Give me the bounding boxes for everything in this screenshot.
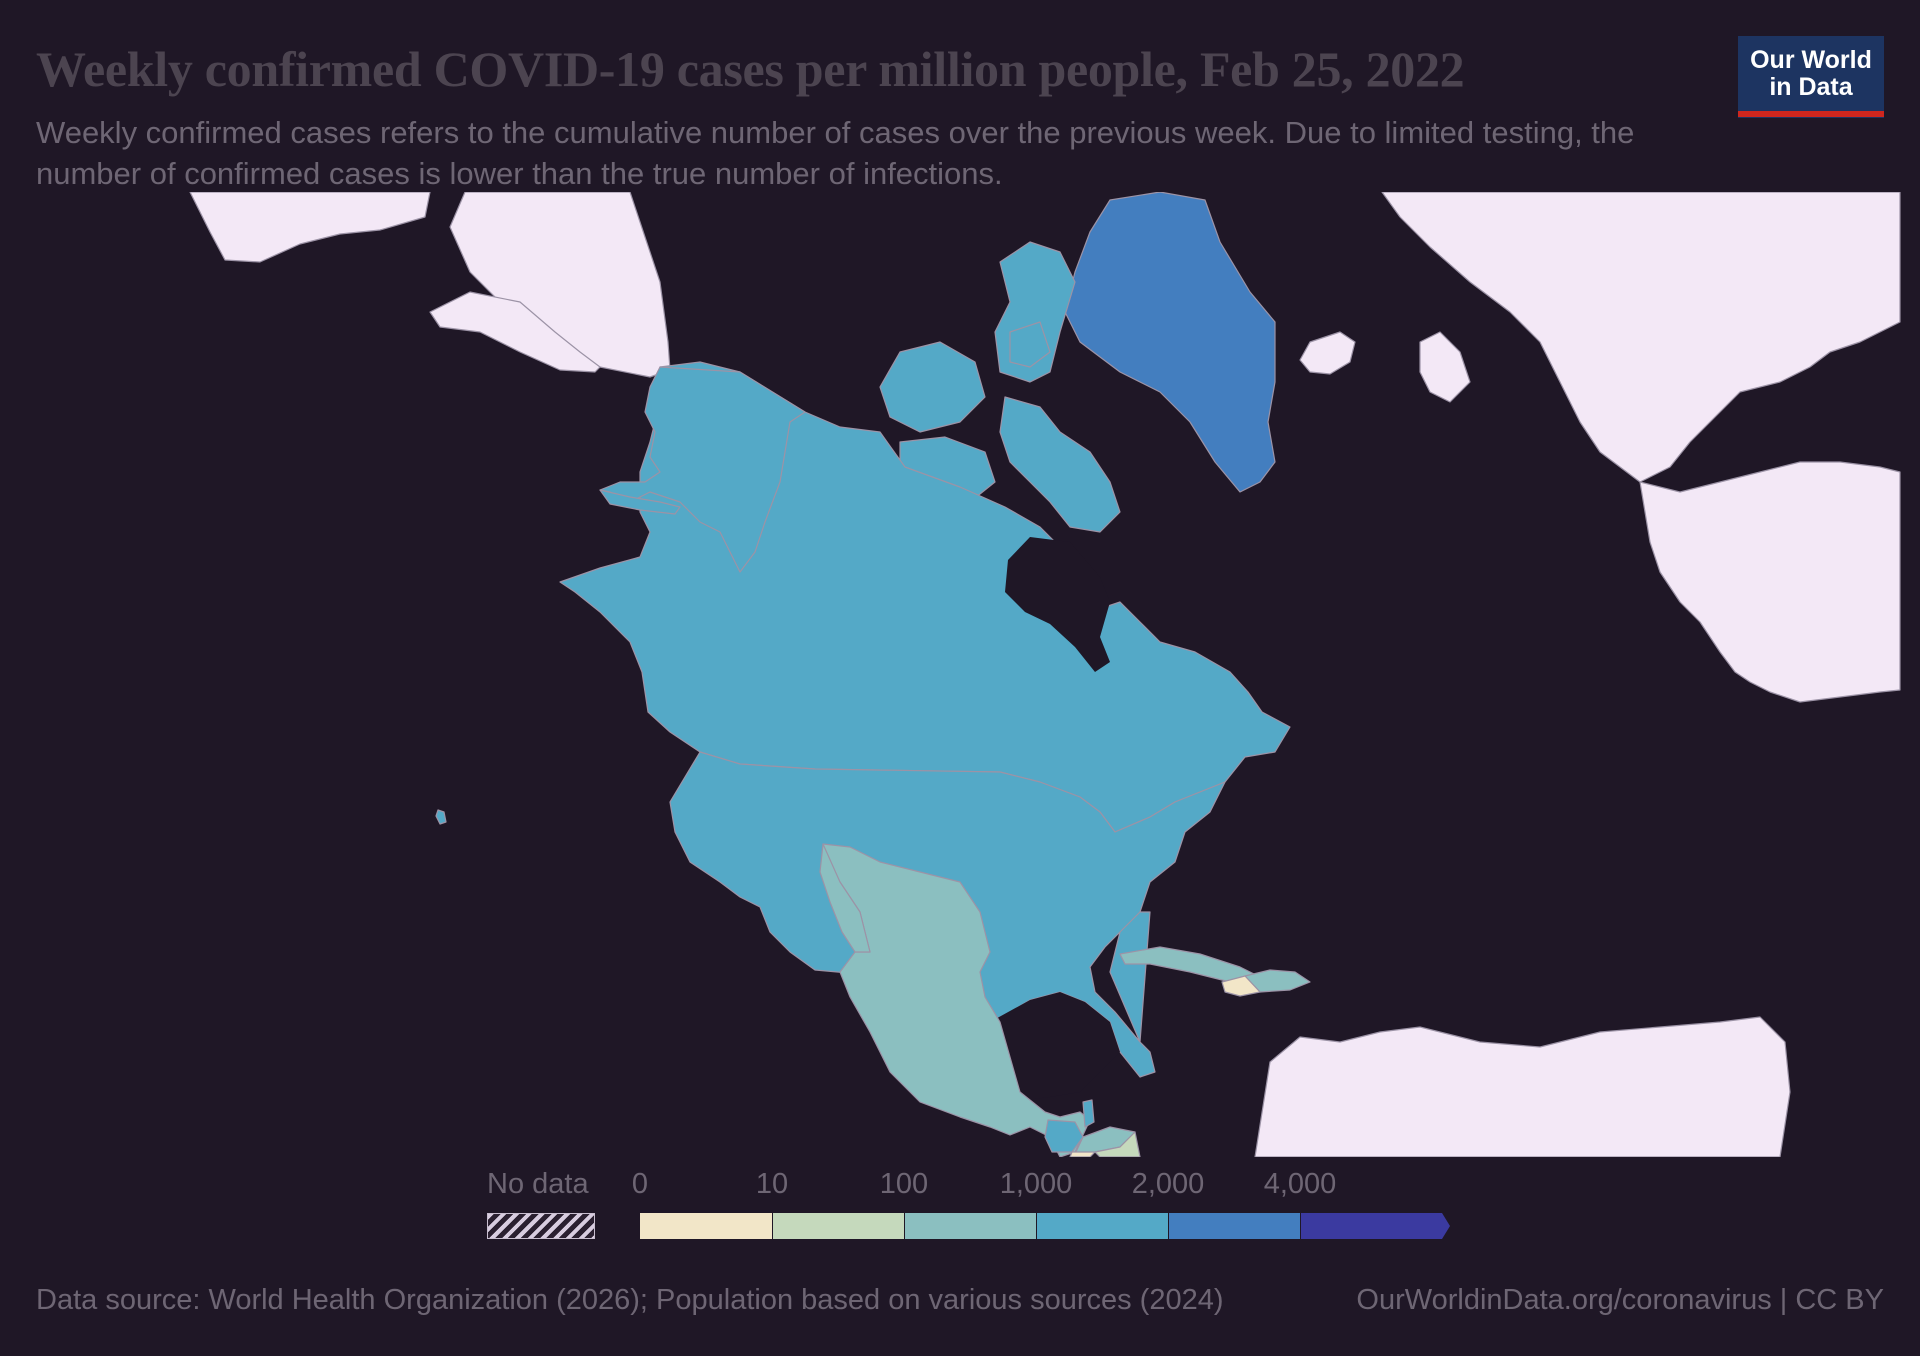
logo-line-2: in Data	[1769, 73, 1853, 101]
legend-tick-label: 0	[631, 1168, 649, 1200]
legend-tick-label: 10	[755, 1168, 789, 1200]
region-africa[interactable]	[1639, 461, 1901, 703]
region-chukotka-east[interactable]	[449, 192, 671, 378]
chart-title: Weekly confirmed COVID-19 cases per mill…	[36, 41, 1465, 97]
legend-bin-0	[640, 1213, 772, 1239]
logo-line-1: Our World	[1750, 46, 1872, 74]
chart-subtitle: Weekly confirmed cases refers to the cum…	[36, 115, 1635, 191]
region-canada-islands-a[interactable]	[879, 341, 986, 433]
region-alaska[interactable]	[599, 366, 806, 573]
logo-accent-bar	[1738, 111, 1884, 117]
region-belize[interactable]	[1082, 1099, 1095, 1128]
region-kamchatka[interactable]	[429, 291, 601, 373]
legend-bin-4	[1168, 1213, 1301, 1239]
legend-bin-3	[1036, 1213, 1169, 1239]
region-hawaii[interactable]	[435, 809, 447, 825]
water-hudson-bay	[1005, 537, 1110, 672]
legend-no-data-label: No data	[487, 1168, 589, 1200]
legend-tick-label: 2,000	[1131, 1168, 1205, 1200]
region-greenland[interactable]	[1064, 192, 1276, 493]
region-mexico[interactable]	[822, 843, 1091, 1157]
region-iceland[interactable]	[1299, 331, 1356, 375]
region-nicaragua[interactable]	[1094, 1131, 1141, 1157]
legend-bin-2	[904, 1213, 1037, 1239]
legend-bin-5	[1300, 1213, 1433, 1239]
region-canada-islands-c[interactable]	[1009, 321, 1051, 368]
region-haiti[interactable]	[1221, 975, 1261, 997]
water-gulf-of-mexico	[985, 992, 1120, 1102]
region-europe[interactable]	[1381, 192, 1901, 483]
region-mexico-baja[interactable]	[819, 843, 871, 953]
owid-logo[interactable]: Our World in Data	[1738, 36, 1884, 118]
choropleth-map[interactable]	[0, 192, 1920, 1157]
region-south-america-north[interactable]	[1254, 1016, 1791, 1157]
legend-bin-1	[772, 1213, 905, 1239]
region-europe-islands[interactable]	[1419, 331, 1471, 403]
legend-tick-label: 100	[879, 1168, 929, 1200]
legend-arrow	[1432, 1213, 1450, 1239]
legend-tick-label: 1,000	[999, 1168, 1073, 1200]
region-alaska-aleutians[interactable]	[599, 489, 681, 515]
region-canada-baffin[interactable]	[999, 396, 1121, 533]
region-el-salvador[interactable]	[1069, 1151, 1096, 1157]
source-url-link[interactable]: OurWorldinData.org/coronavirus | CC BY	[1356, 1284, 1884, 1316]
legend-tick-label: 4,000	[1263, 1168, 1337, 1200]
data-source-note: Data source: World Health Organization (…	[36, 1284, 1224, 1316]
legend-no-data-swatch	[487, 1213, 595, 1239]
region-chukotka[interactable]	[189, 192, 431, 263]
